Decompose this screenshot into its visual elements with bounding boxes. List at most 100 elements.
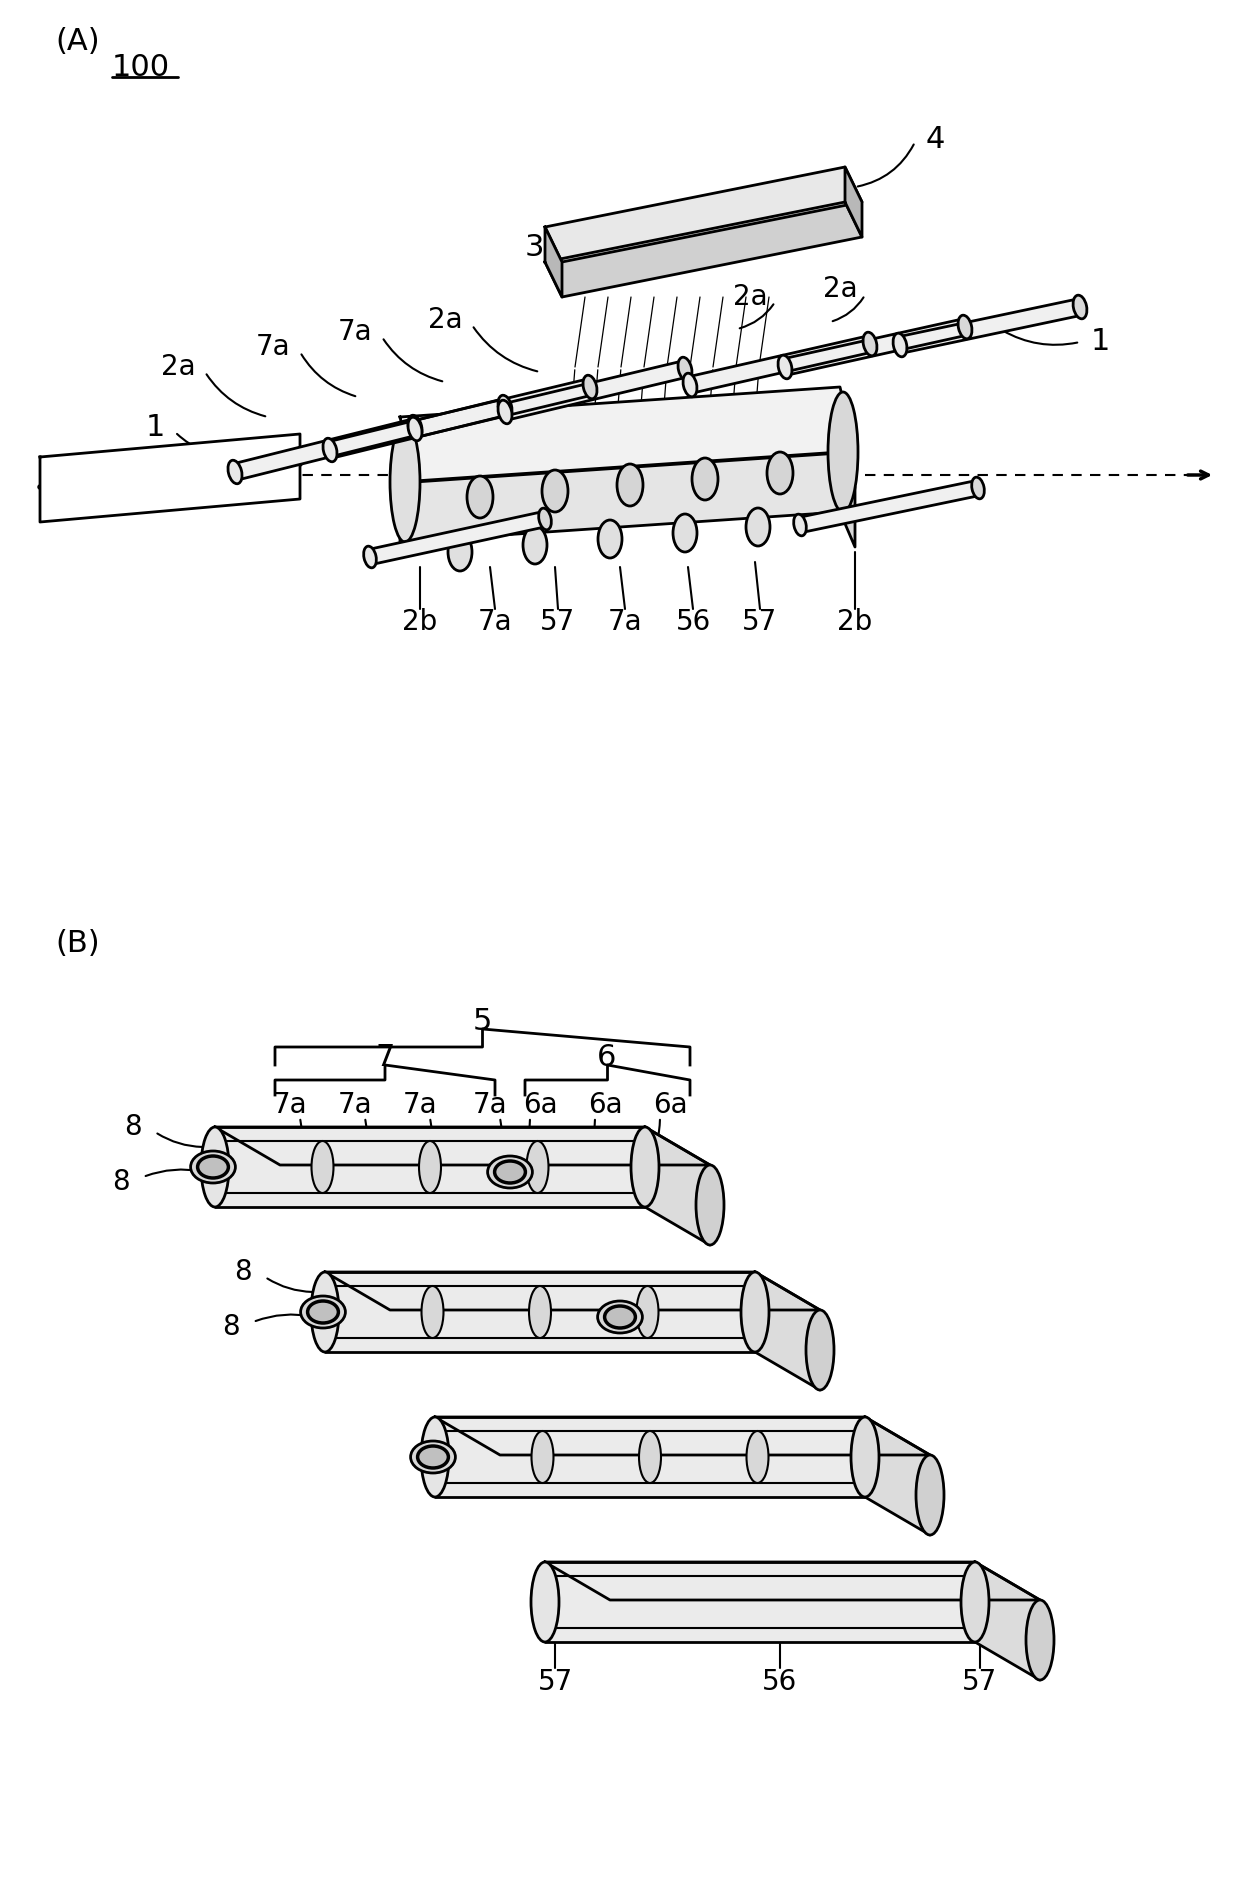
Polygon shape (645, 1127, 711, 1245)
Ellipse shape (605, 1306, 635, 1328)
Polygon shape (215, 1127, 711, 1164)
Ellipse shape (422, 1287, 444, 1338)
Text: 8: 8 (582, 1153, 599, 1181)
Ellipse shape (419, 1142, 441, 1193)
Ellipse shape (300, 1296, 346, 1328)
Text: 100: 100 (112, 53, 170, 81)
Polygon shape (401, 387, 856, 481)
Polygon shape (688, 336, 872, 392)
Polygon shape (503, 360, 687, 421)
Text: 56: 56 (763, 1668, 797, 1696)
Ellipse shape (311, 1272, 339, 1351)
FancyArrowPatch shape (301, 355, 356, 396)
FancyArrowPatch shape (651, 1119, 660, 1162)
Text: 2b: 2b (837, 608, 873, 636)
Text: 56: 56 (676, 608, 711, 636)
FancyArrowPatch shape (430, 1119, 444, 1162)
Ellipse shape (746, 1430, 769, 1483)
Ellipse shape (391, 423, 420, 542)
Ellipse shape (893, 334, 906, 357)
Polygon shape (546, 226, 562, 296)
Polygon shape (325, 1272, 755, 1351)
Polygon shape (368, 511, 547, 564)
Text: 7a: 7a (273, 1091, 308, 1119)
Text: 3: 3 (525, 232, 544, 262)
Ellipse shape (467, 476, 494, 519)
Text: 7a: 7a (608, 608, 642, 636)
Text: 7a: 7a (255, 332, 290, 360)
FancyArrowPatch shape (474, 326, 537, 372)
Ellipse shape (448, 532, 472, 572)
Polygon shape (866, 1417, 930, 1534)
FancyArrowPatch shape (157, 1134, 202, 1147)
FancyArrowPatch shape (500, 1119, 513, 1162)
Text: (A): (A) (55, 26, 99, 57)
Ellipse shape (696, 1164, 724, 1245)
FancyArrowPatch shape (1002, 330, 1078, 345)
Text: 57: 57 (537, 1668, 573, 1696)
Ellipse shape (410, 1442, 455, 1474)
Text: 7: 7 (376, 1042, 394, 1072)
Polygon shape (898, 298, 1081, 353)
Ellipse shape (1025, 1600, 1054, 1679)
Ellipse shape (201, 1127, 229, 1208)
Ellipse shape (527, 1142, 548, 1193)
FancyArrowPatch shape (177, 434, 232, 457)
Polygon shape (40, 434, 300, 523)
FancyArrowPatch shape (300, 1119, 314, 1162)
Ellipse shape (794, 513, 806, 536)
Polygon shape (401, 453, 839, 542)
Ellipse shape (523, 526, 547, 564)
Polygon shape (435, 1417, 930, 1455)
Text: 2a: 2a (822, 276, 857, 304)
Polygon shape (325, 1272, 820, 1310)
Text: 6a: 6a (588, 1091, 622, 1119)
Ellipse shape (191, 1151, 236, 1183)
Text: 2a: 2a (428, 306, 463, 334)
Text: 7a: 7a (337, 319, 372, 345)
Ellipse shape (532, 1430, 553, 1483)
FancyArrowPatch shape (207, 374, 265, 417)
Ellipse shape (972, 477, 985, 498)
Text: 2a: 2a (161, 353, 196, 381)
Ellipse shape (408, 417, 422, 442)
FancyArrowPatch shape (858, 145, 914, 187)
Polygon shape (755, 1272, 820, 1391)
Ellipse shape (598, 521, 622, 559)
Ellipse shape (308, 1300, 339, 1323)
Text: 8: 8 (124, 1113, 141, 1142)
Ellipse shape (529, 1287, 551, 1338)
Text: 57: 57 (962, 1668, 998, 1696)
Polygon shape (799, 481, 980, 532)
Ellipse shape (495, 1161, 526, 1183)
FancyArrowPatch shape (383, 340, 443, 381)
FancyArrowPatch shape (832, 298, 863, 321)
Ellipse shape (692, 459, 718, 500)
Ellipse shape (961, 1562, 990, 1642)
Ellipse shape (598, 1300, 642, 1332)
Ellipse shape (618, 464, 644, 506)
Text: 6a: 6a (523, 1091, 557, 1119)
Polygon shape (215, 1127, 645, 1208)
Polygon shape (975, 1562, 1040, 1679)
FancyArrowPatch shape (740, 304, 774, 328)
FancyArrowPatch shape (268, 1279, 312, 1293)
Ellipse shape (197, 1157, 228, 1177)
Ellipse shape (498, 400, 512, 425)
Ellipse shape (768, 453, 794, 494)
Text: 5: 5 (472, 1006, 492, 1036)
Text: 57: 57 (743, 608, 777, 636)
Text: 7a: 7a (337, 1091, 372, 1119)
Polygon shape (546, 1562, 1040, 1600)
FancyArrowPatch shape (145, 1170, 202, 1176)
Ellipse shape (828, 392, 858, 511)
Polygon shape (233, 419, 417, 479)
Ellipse shape (363, 545, 377, 568)
Ellipse shape (498, 394, 512, 419)
Ellipse shape (538, 508, 552, 530)
Polygon shape (329, 398, 507, 459)
Text: 8: 8 (234, 1259, 252, 1287)
Ellipse shape (742, 1272, 769, 1351)
Text: 6a: 6a (652, 1091, 687, 1119)
Polygon shape (844, 168, 862, 238)
